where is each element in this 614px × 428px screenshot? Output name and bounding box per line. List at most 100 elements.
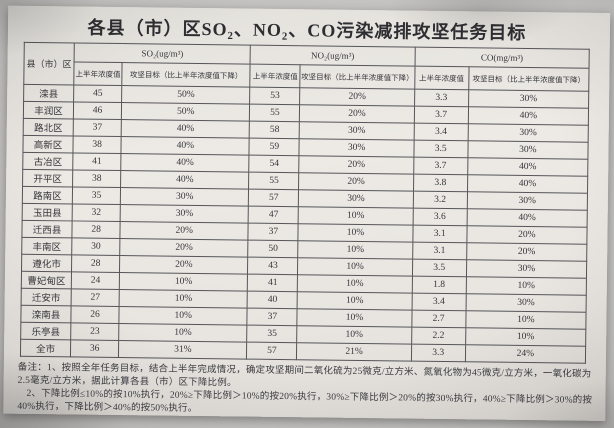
no2-target-cell: 10% — [297, 257, 413, 277]
no2-target-cell: 10% — [298, 240, 413, 260]
so2-cell: 41 — [72, 152, 122, 171]
no2-cell: 47 — [248, 206, 299, 224]
so2-cell: 38 — [72, 169, 121, 188]
so2-value-subheader: 上半年浓度值 — [73, 61, 123, 86]
pollution-targets-table: 县（市）区 SO₂(ug/m³) NO₂(ug/m³) CO(mg/m³) 上半… — [20, 42, 590, 364]
no2-cell: 41 — [247, 274, 298, 292]
so2-cell: 38 — [73, 135, 122, 154]
co-target-subheader: 攻坚目标（比上半年浓度值下降） — [468, 66, 590, 92]
co-cell: 3.8 — [413, 174, 468, 192]
so2-target-cell: 10% — [119, 289, 248, 309]
no2-target-cell: 10% — [297, 274, 413, 294]
co-target-cell: 24% — [465, 344, 586, 364]
no2-cell: 55 — [248, 172, 300, 190]
no2-cell: 40 — [247, 291, 298, 309]
co-cell: 2.7 — [411, 310, 466, 328]
so2-cell: 45 — [73, 84, 122, 103]
co-cell: 3.4 — [413, 123, 469, 141]
co-cell: 3.5 — [412, 259, 467, 277]
co-cell: 3.1 — [412, 225, 467, 243]
co-cell: 3.3 — [411, 344, 466, 362]
table-body: 滦县 45 50% 53 20% 3.3 30% 丰润区 46 50% 55 20% 3.7 40% 路北区… — [20, 84, 589, 364]
no2-target-cell: 20% — [299, 104, 415, 124]
so2-cell: 46 — [73, 101, 122, 120]
so2-target-cell: 30% — [120, 187, 249, 207]
co-target-cell: 20% — [466, 242, 587, 262]
no2-cell: 35 — [247, 325, 298, 343]
co-target-cell: 30% — [468, 89, 589, 109]
co-target-cell: 10% — [465, 276, 587, 296]
co-value-subheader: 上半年浓度值 — [414, 66, 469, 90]
region-cell: 全市 — [20, 339, 71, 357]
so2-target-cell: 40% — [121, 136, 250, 156]
co-target-cell: 30% — [465, 293, 587, 313]
co-target-cell: 20% — [466, 225, 588, 245]
no2-target-subheader: 攻坚目标（比上半年浓度值下降） — [300, 64, 415, 90]
co-target-cell: 40% — [467, 174, 588, 194]
so2-cell: 37 — [73, 118, 122, 137]
co-cell: 3.1 — [412, 242, 467, 260]
region-cell: 滦县 — [23, 84, 74, 102]
no2-target-cell: 10% — [297, 308, 412, 328]
so2-cell: 26 — [70, 305, 120, 324]
region-cell: 丰南区 — [21, 237, 72, 255]
so2-target-cell: 20% — [120, 221, 249, 241]
no2-target-cell: 30% — [299, 138, 414, 158]
no2-target-cell: 10% — [298, 206, 413, 226]
region-cell: 丰润区 — [23, 101, 74, 119]
no2-cell: 55 — [249, 104, 301, 122]
no2-target-cell: 30% — [299, 121, 414, 141]
no2-target-cell: 21% — [296, 342, 412, 362]
no2-cell: 58 — [249, 121, 300, 139]
no2-cell: 37 — [248, 223, 299, 241]
no2-target-cell: 10% — [297, 325, 412, 345]
no2-target-cell: 30% — [298, 189, 414, 209]
co-cell: 3.3 — [414, 89, 469, 107]
region-cell: 迁西县 — [21, 220, 73, 238]
co-target-cell: 40% — [467, 157, 588, 177]
so2-cell: 36 — [70, 339, 119, 358]
region-cell: 路南区 — [22, 186, 73, 204]
region-cell: 玉田县 — [22, 203, 73, 221]
co-target-cell: 10% — [465, 327, 586, 347]
co-target-cell: 40% — [468, 106, 589, 126]
region-cell: 高新区 — [22, 135, 74, 153]
region-cell: 乐亭县 — [20, 322, 71, 340]
so2-cell: 23 — [70, 322, 120, 341]
so2-target-cell: 30% — [120, 204, 249, 224]
so2-cell: 30 — [71, 237, 121, 256]
co-cell: 3.7 — [413, 106, 469, 124]
region-cell: 曹妃甸区 — [21, 271, 72, 289]
footnotes: 备注：1、按照全年任务目标，结合上半年完成情况，确定攻坚期间二氧化硫为25微克/… — [17, 362, 594, 421]
co-cell: 3.4 — [411, 293, 466, 311]
no2-target-cell: 10% — [298, 223, 413, 243]
no2-cell: 50 — [248, 240, 299, 258]
so2-target-subheader: 攻坚目标（比上半年浓度值下降） — [121, 62, 251, 88]
so2-cell: 24 — [71, 271, 120, 290]
so2-target-cell: 31% — [118, 340, 248, 360]
co-target-cell: 30% — [466, 259, 587, 279]
co-cell: 3.5 — [413, 140, 468, 158]
co-target-cell: 30% — [467, 140, 589, 160]
so2-target-cell: 40% — [121, 119, 250, 139]
region-cell: 开平区 — [22, 169, 73, 187]
no2-target-cell: 20% — [300, 87, 415, 107]
so2-target-cell: 10% — [118, 323, 248, 343]
no2-cell: 57 — [246, 342, 298, 360]
no2-target-cell: 10% — [297, 291, 412, 311]
document-paper: 各县（市）区SO₂、NO₂、CO污染减排攻坚任务目标 县（市）区 SO₂(ug/… — [3, 5, 611, 421]
page-title: 各县（市）区SO₂、NO₂、CO污染减排攻坚任务目标 — [87, 17, 527, 43]
so2-cell: 27 — [71, 288, 120, 307]
region-cell: 路北区 — [23, 118, 74, 136]
no2-cell: 43 — [247, 257, 299, 275]
co-target-cell: 10% — [465, 310, 587, 330]
co-cell: 1.8 — [411, 276, 467, 294]
region-column-header: 县（市）区 — [23, 42, 75, 85]
region-cell: 遵化市 — [21, 254, 72, 272]
so2-target-cell: 50% — [121, 102, 250, 122]
no2-cell: 53 — [249, 87, 301, 105]
no2-value-subheader: 上半年浓度值 — [250, 64, 301, 88]
so2-target-cell: 10% — [119, 272, 248, 292]
so2-cell: 28 — [71, 254, 120, 273]
